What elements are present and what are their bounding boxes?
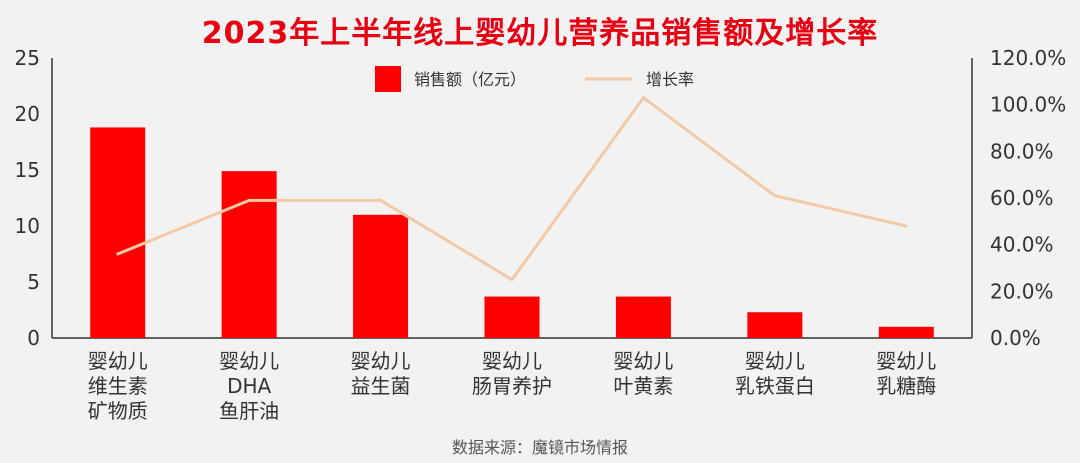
left-axis-tick-label: 0 [27, 326, 40, 350]
category-label: 益生菌 [351, 374, 411, 398]
growth-point [247, 198, 251, 202]
bar [90, 127, 146, 338]
left-axis-tick-label: 15 [15, 158, 40, 182]
category-label: 乳糖酶 [876, 374, 936, 398]
right-axis-tick-label: 120.0% [990, 46, 1066, 70]
category-label: 矿物质 [88, 399, 148, 423]
category-label: 乳铁蛋白 [735, 374, 815, 398]
chart-title: 2023年上半年线上婴幼儿营养品销售额及增长率 [201, 16, 879, 51]
right-axis-tick-label: 40.0% [990, 233, 1054, 257]
right-axis-tick-label: 0.0% [990, 326, 1041, 350]
growth-point [116, 252, 120, 256]
bar [747, 312, 803, 338]
growth-point [641, 96, 645, 100]
right-axis-tick-label: 60.0% [990, 186, 1054, 210]
category-label: 婴幼儿 [351, 349, 411, 373]
right-axis-tick-label: 20.0% [990, 279, 1054, 303]
category-label: DHA [227, 374, 271, 398]
category-label: 婴幼儿 [745, 349, 805, 373]
growth-point [773, 194, 777, 198]
data-source: 数据来源：魔镜市场情报 [451, 438, 628, 457]
category-label: 婴幼儿 [219, 349, 279, 373]
category-label: 婴幼儿 [876, 349, 936, 373]
bar [615, 296, 671, 338]
growth-point [510, 278, 514, 282]
left-axis-tick-label: 10 [15, 214, 40, 238]
category-label: 婴幼儿 [482, 349, 542, 373]
category-label: 维生素 [88, 374, 148, 398]
left-axis-tick-label: 20 [15, 102, 40, 126]
category-label: 肠胃养护 [472, 374, 552, 398]
legend-line-label: 增长率 [646, 70, 694, 89]
growth-point [379, 198, 383, 202]
category-label: 鱼肝油 [219, 399, 279, 423]
bar [353, 214, 409, 338]
bar [484, 296, 540, 338]
growth-point [904, 224, 908, 228]
category-label: 婴幼儿 [88, 349, 148, 373]
category-label: 叶黄素 [613, 374, 673, 398]
legend-bar-swatch [375, 66, 401, 92]
left-axis-tick-label: 5 [27, 270, 40, 294]
legend-bar-label: 销售额（亿元） [414, 70, 526, 89]
bar [221, 171, 277, 338]
bar [878, 326, 934, 338]
right-axis-tick-label: 100.0% [990, 93, 1066, 117]
right-axis-tick-label: 80.0% [990, 139, 1054, 163]
left-axis-tick-label: 25 [15, 46, 40, 70]
category-label: 婴幼儿 [613, 349, 673, 373]
